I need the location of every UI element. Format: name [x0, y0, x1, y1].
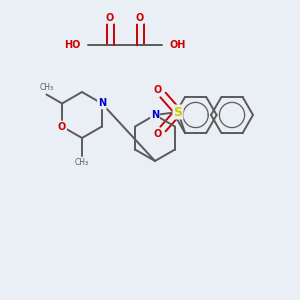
Text: HO: HO	[64, 40, 80, 50]
Text: CH₃: CH₃	[75, 158, 89, 167]
Text: O: O	[136, 13, 144, 23]
Text: O: O	[106, 13, 114, 23]
Text: OH: OH	[170, 40, 186, 50]
Text: S: S	[173, 106, 182, 118]
Text: N: N	[98, 98, 106, 109]
Text: O: O	[58, 122, 66, 131]
Text: N: N	[151, 110, 159, 120]
Text: O: O	[154, 85, 162, 95]
Text: CH₃: CH₃	[39, 83, 54, 92]
Text: O: O	[154, 129, 162, 139]
